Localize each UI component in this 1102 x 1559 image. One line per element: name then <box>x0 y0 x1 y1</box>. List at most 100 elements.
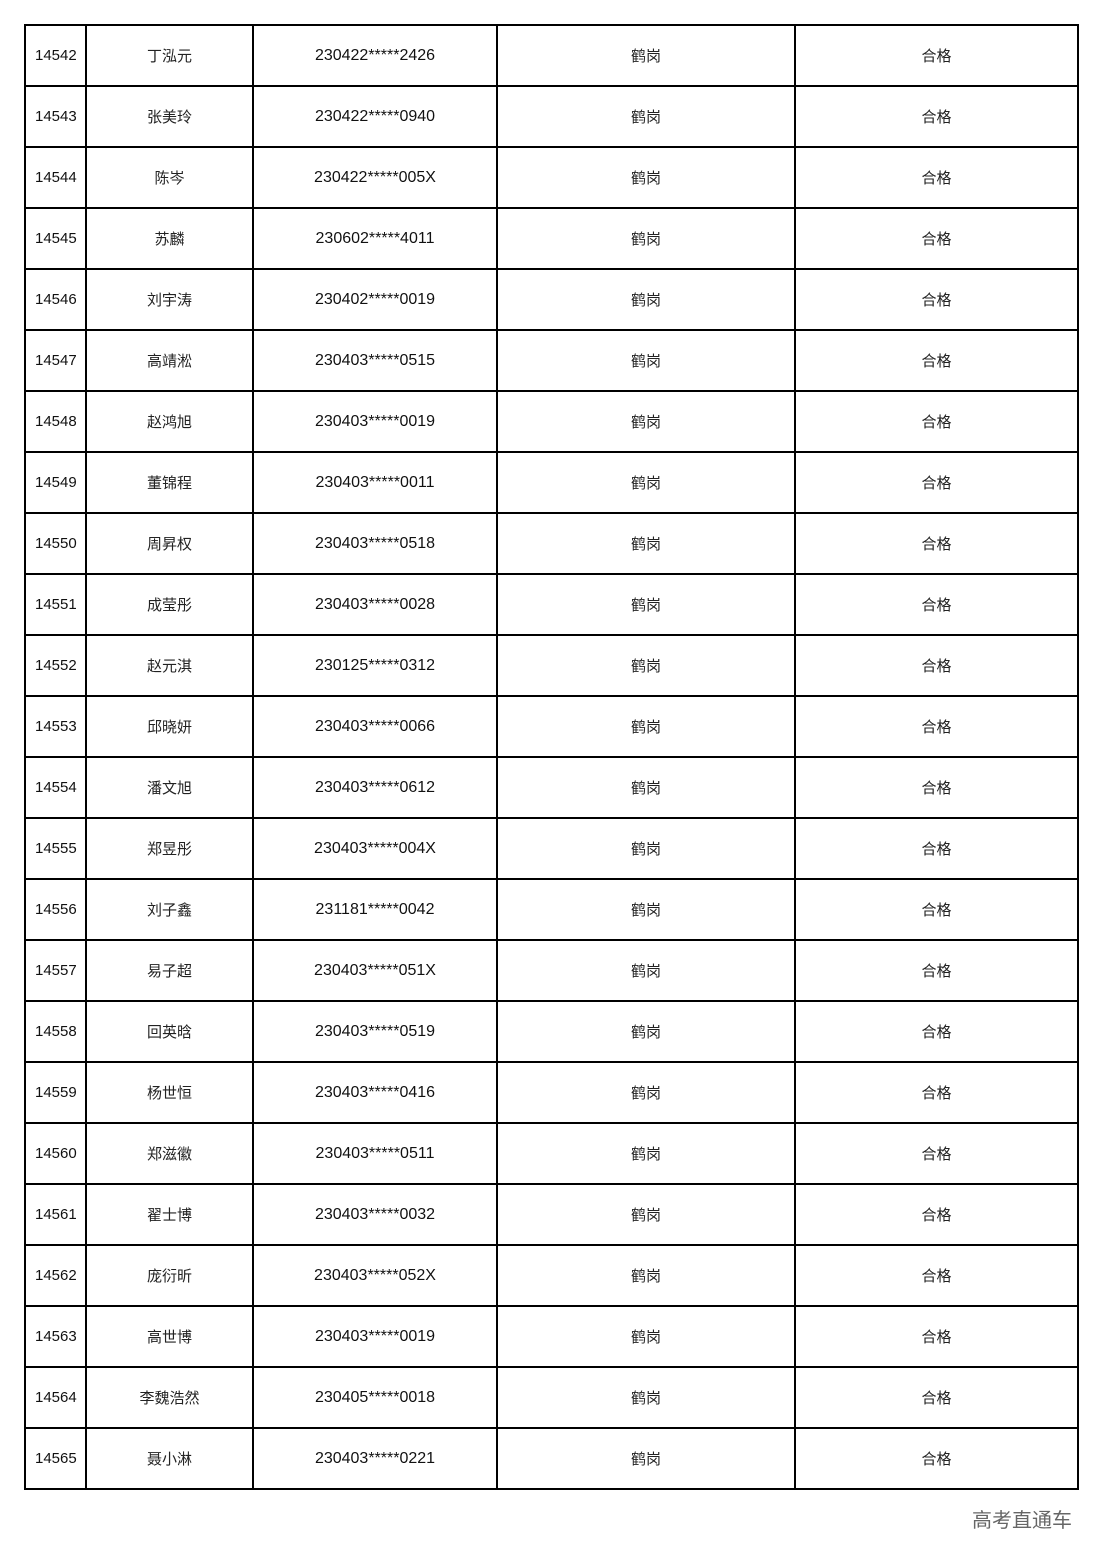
cell-name: 庞衍昕 <box>85 1244 254 1307</box>
table-row: 14547 高靖淞 230403*****0515 鹤岗 合格 <box>24 329 1079 392</box>
watermark: 高考直通车 <box>970 1504 1074 1533</box>
cell-id: 230405*****0018 <box>252 1366 498 1429</box>
cell-no: 14549 <box>24 451 87 514</box>
cell-no: 14547 <box>24 329 87 392</box>
cell-result: 合格 <box>794 1366 1079 1429</box>
cell-city: 鹤岗 <box>496 1305 796 1368</box>
cell-id: 230403*****0011 <box>252 451 498 514</box>
cell-id: 230422*****2426 <box>252 24 498 87</box>
cell-name: 杨世恒 <box>85 1061 254 1124</box>
cell-result: 合格 <box>794 1183 1079 1246</box>
cell-city: 鹤岗 <box>496 329 796 392</box>
cell-name: 陈岑 <box>85 146 254 209</box>
cell-result: 合格 <box>794 390 1079 453</box>
table-row: 14551 成莹彤 230403*****0028 鹤岗 合格 <box>24 573 1079 636</box>
cell-result: 合格 <box>794 756 1079 819</box>
cell-id: 230422*****005X <box>252 146 498 209</box>
cell-no: 14565 <box>24 1427 87 1490</box>
cell-id: 230403*****004X <box>252 817 498 880</box>
cell-city: 鹤岗 <box>496 451 796 514</box>
cell-id: 230422*****0940 <box>252 85 498 148</box>
cell-result: 合格 <box>794 878 1079 941</box>
cell-city: 鹤岗 <box>496 878 796 941</box>
cell-result: 合格 <box>794 146 1079 209</box>
cell-no: 14545 <box>24 207 87 270</box>
table-row: 14543 张美玲 230422*****0940 鹤岗 合格 <box>24 85 1079 148</box>
table-row: 14553 邱晓妍 230403*****0066 鹤岗 合格 <box>24 695 1079 758</box>
cell-id: 230403*****0066 <box>252 695 498 758</box>
cell-result: 合格 <box>794 573 1079 636</box>
cell-no: 14557 <box>24 939 87 1002</box>
cell-city: 鹤岗 <box>496 85 796 148</box>
table-row: 14563 高世博 230403*****0019 鹤岗 合格 <box>24 1305 1079 1368</box>
cell-name: 郑昱彤 <box>85 817 254 880</box>
cell-no: 14551 <box>24 573 87 636</box>
cell-result: 合格 <box>794 1427 1079 1490</box>
cell-id: 230403*****0612 <box>252 756 498 819</box>
table-row: 14549 董锦程 230403*****0011 鹤岗 合格 <box>24 451 1079 514</box>
cell-id: 231181*****0042 <box>252 878 498 941</box>
cell-name: 聂小淋 <box>85 1427 254 1490</box>
cell-name: 成莹彤 <box>85 573 254 636</box>
cell-result: 合格 <box>794 1122 1079 1185</box>
cell-id: 230402*****0019 <box>252 268 498 331</box>
cell-city: 鹤岗 <box>496 268 796 331</box>
cell-no: 14561 <box>24 1183 87 1246</box>
cell-result: 合格 <box>794 268 1079 331</box>
cell-city: 鹤岗 <box>496 207 796 270</box>
cell-result: 合格 <box>794 85 1079 148</box>
cell-city: 鹤岗 <box>496 939 796 1002</box>
cell-result: 合格 <box>794 939 1079 1002</box>
cell-city: 鹤岗 <box>496 1366 796 1429</box>
cell-id: 230403*****0518 <box>252 512 498 575</box>
table-row: 14565 聂小淋 230403*****0221 鹤岗 合格 <box>24 1427 1079 1490</box>
table-row: 14542 丁泓元 230422*****2426 鹤岗 合格 <box>24 24 1079 87</box>
cell-city: 鹤岗 <box>496 756 796 819</box>
cell-result: 合格 <box>794 1061 1079 1124</box>
cell-no: 14556 <box>24 878 87 941</box>
cell-name: 高世博 <box>85 1305 254 1368</box>
table-row: 14558 回英晗 230403*****0519 鹤岗 合格 <box>24 1000 1079 1063</box>
cell-no: 14553 <box>24 695 87 758</box>
cell-city: 鹤岗 <box>496 695 796 758</box>
table-row: 14554 潘文旭 230403*****0612 鹤岗 合格 <box>24 756 1079 819</box>
cell-city: 鹤岗 <box>496 390 796 453</box>
cell-city: 鹤岗 <box>496 1427 796 1490</box>
cell-name: 潘文旭 <box>85 756 254 819</box>
cell-id: 230125*****0312 <box>252 634 498 697</box>
cell-result: 合格 <box>794 695 1079 758</box>
cell-id: 230403*****0019 <box>252 390 498 453</box>
cell-name: 赵鸿旭 <box>85 390 254 453</box>
cell-result: 合格 <box>794 512 1079 575</box>
cell-no: 14546 <box>24 268 87 331</box>
cell-result: 合格 <box>794 634 1079 697</box>
cell-no: 14552 <box>24 634 87 697</box>
cell-city: 鹤岗 <box>496 512 796 575</box>
cell-no: 14564 <box>24 1366 87 1429</box>
table-row: 14546 刘宇涛 230402*****0019 鹤岗 合格 <box>24 268 1079 331</box>
cell-result: 合格 <box>794 1244 1079 1307</box>
table-row: 14552 赵元淇 230125*****0312 鹤岗 合格 <box>24 634 1079 697</box>
cell-result: 合格 <box>794 817 1079 880</box>
cell-no: 14555 <box>24 817 87 880</box>
cell-id: 230602*****4011 <box>252 207 498 270</box>
cell-id: 230403*****0515 <box>252 329 498 392</box>
cell-no: 14550 <box>24 512 87 575</box>
cell-result: 合格 <box>794 24 1079 87</box>
cell-result: 合格 <box>794 207 1079 270</box>
table-row: 14555 郑昱彤 230403*****004X 鹤岗 合格 <box>24 817 1079 880</box>
results-table: 14542 丁泓元 230422*****2426 鹤岗 合格 14543 张美玲 23042… <box>24 24 1079 1490</box>
cell-id: 230403*****0511 <box>252 1122 498 1185</box>
cell-name: 高靖淞 <box>85 329 254 392</box>
cell-name: 郑滋徽 <box>85 1122 254 1185</box>
cell-no: 14544 <box>24 146 87 209</box>
cell-name: 董锦程 <box>85 451 254 514</box>
cell-name: 苏麟 <box>85 207 254 270</box>
cell-no: 14562 <box>24 1244 87 1307</box>
table-row: 14557 易子超 230403*****051X 鹤岗 合格 <box>24 939 1079 1002</box>
table-row: 14544 陈岑 230422*****005X 鹤岗 合格 <box>24 146 1079 209</box>
cell-id: 230403*****0416 <box>252 1061 498 1124</box>
cell-name: 邱晓妍 <box>85 695 254 758</box>
cell-result: 合格 <box>794 329 1079 392</box>
table-row: 14559 杨世恒 230403*****0416 鹤岗 合格 <box>24 1061 1079 1124</box>
